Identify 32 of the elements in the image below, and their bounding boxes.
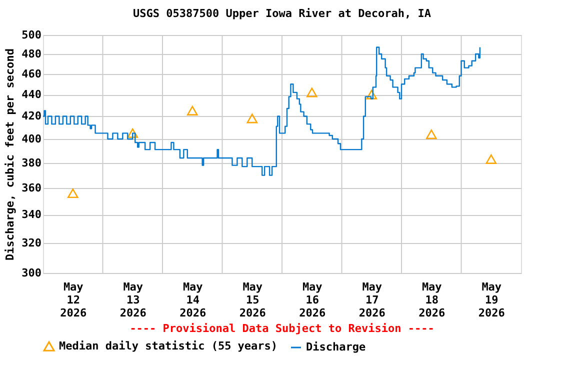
point (306, 88, 318, 98)
x-tick-label: May 15 2026 (239, 280, 266, 320)
point (366, 90, 378, 100)
legend-label: Discharge (306, 340, 366, 354)
y-tick-label: 300 (22, 266, 42, 280)
x-tick-label: May 14 2026 (180, 280, 206, 320)
point (127, 128, 138, 138)
y-tick-label: 440 (22, 88, 42, 102)
chart-title: USGS 05387500 Upper Iowa River at Decorah, IA (132, 7, 432, 20)
y-tick-label: 400 (22, 132, 42, 146)
x-tick-label: May 19 2026 (478, 280, 506, 320)
y-tick-label: 480 (22, 48, 42, 61)
x-tick-label: May 18 2026 (418, 280, 446, 320)
point (426, 130, 437, 140)
y-axis-title: Discharge, cubic feet per second (4, 48, 17, 260)
y-tick-label: 380 (22, 156, 42, 170)
text: ---- Provisional Data Subject to Revision ---- (130, 322, 434, 335)
y-tick-label: 340 (22, 208, 42, 222)
y-tick-label: 420 (22, 110, 42, 123)
y-tick-label: 500 (22, 28, 42, 42)
x-tick-label: May 13 2026 (120, 280, 147, 320)
point (186, 106, 198, 116)
x-tick-label: May 12 2026 (60, 280, 87, 320)
x-tick-label: May 17 2026 (358, 280, 386, 320)
legend-label: Median daily statistic (55 years) (59, 339, 278, 352)
y-tick-label: 460 (22, 67, 42, 80)
point (67, 188, 78, 198)
y-tick-label: 320 (22, 236, 42, 250)
x-tick-label: May 16 2026 (299, 280, 326, 320)
y-tick-label: 360 (22, 182, 42, 195)
point (486, 154, 497, 164)
point (246, 114, 258, 124)
